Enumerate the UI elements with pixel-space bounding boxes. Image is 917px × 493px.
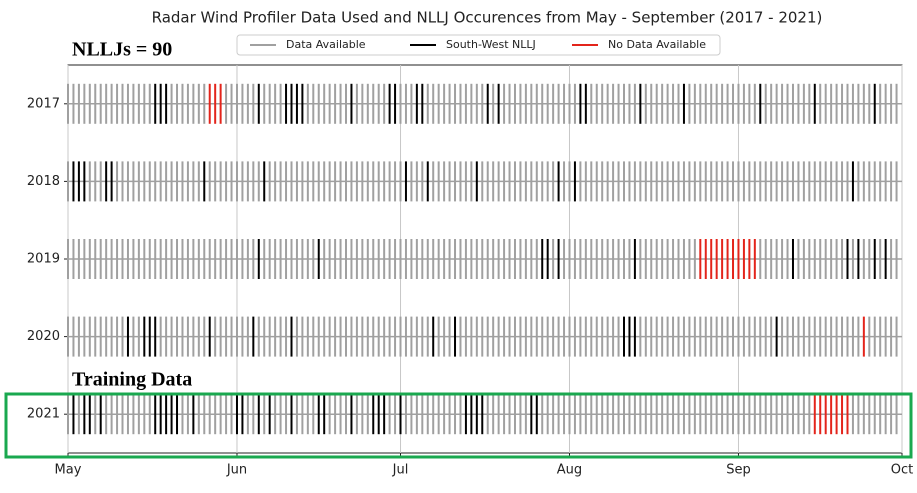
x-tick-label: May xyxy=(55,463,82,478)
highlight-box xyxy=(4,392,913,459)
legend-label: South-West NLLJ xyxy=(446,38,536,51)
annotation: NLLJs = 90 xyxy=(72,39,172,61)
x-tick-label: Sep xyxy=(726,463,751,478)
legend-label: Data Available xyxy=(286,38,366,51)
annotation: Training Data xyxy=(72,369,192,391)
y-tick-label: 2017 xyxy=(27,96,60,111)
x-tick-label: Jul xyxy=(392,463,409,478)
chart-title: Radar Wind Profiler Data Used and NLLJ O… xyxy=(152,9,823,27)
y-tick-label: 2019 xyxy=(27,252,60,267)
legend-label: No Data Available xyxy=(608,38,706,51)
x-tick-label: Aug xyxy=(557,463,582,478)
y-tick-label: 2021 xyxy=(27,407,60,422)
y-tick-label: 2018 xyxy=(27,174,60,189)
x-tick-label: Oct xyxy=(891,463,913,478)
legend xyxy=(236,34,721,56)
x-tick-label: Jun xyxy=(226,463,247,478)
y-tick-label: 2020 xyxy=(27,329,60,344)
